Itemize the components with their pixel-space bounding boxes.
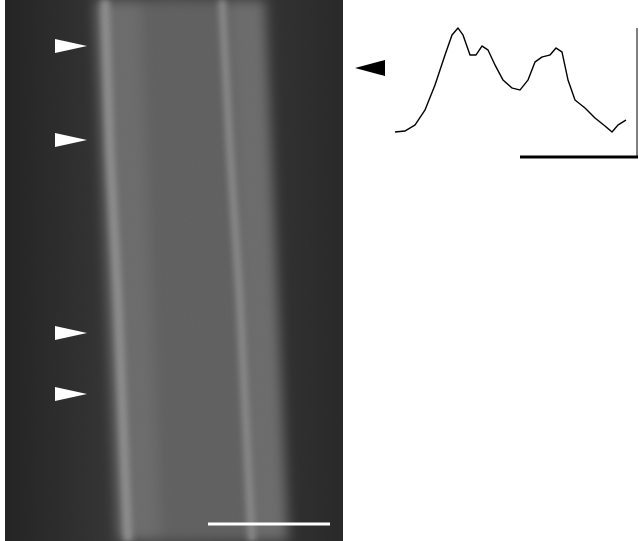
profile-arrow [355, 60, 385, 76]
micrograph [5, 0, 343, 541]
intensity-profile [395, 28, 626, 132]
grain [5, 0, 343, 541]
